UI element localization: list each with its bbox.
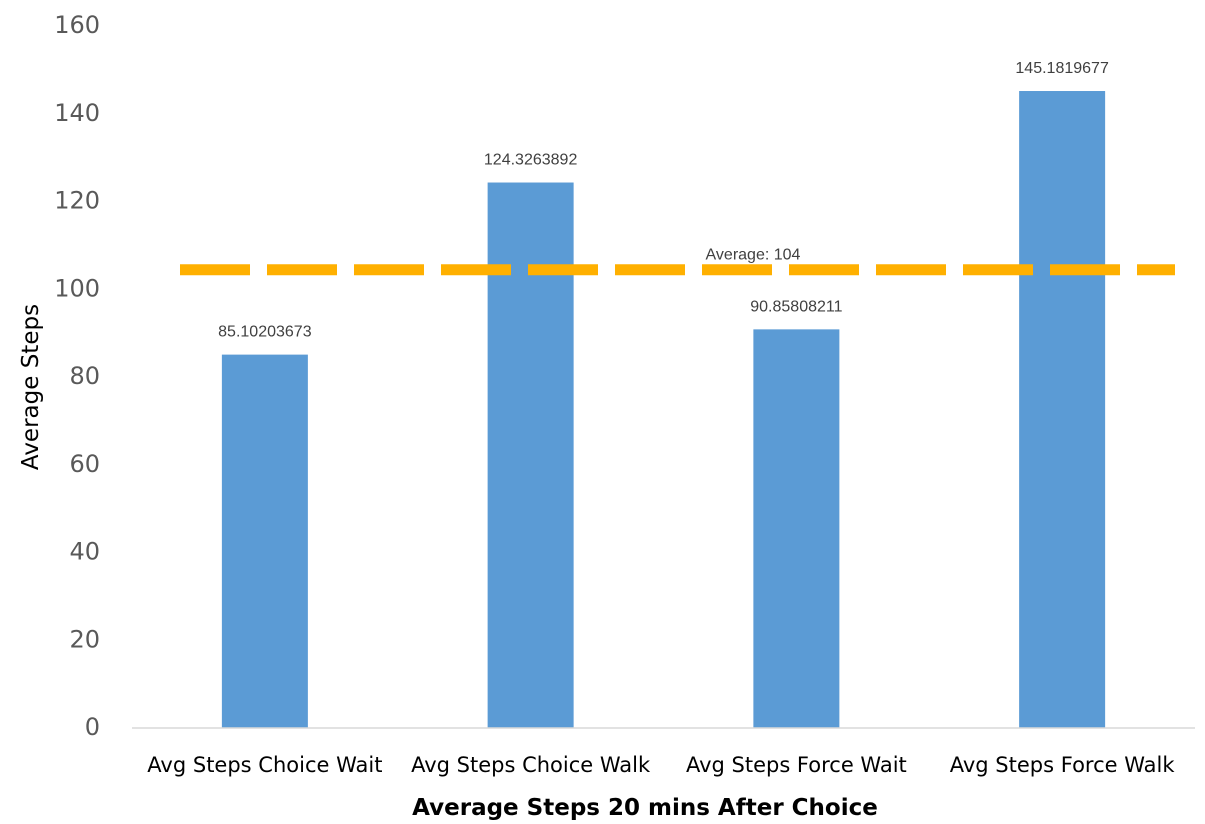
x-axis-category-labels: Avg Steps Choice Wait Avg Steps Choice Wa… xyxy=(147,753,1175,777)
y-tick-label: 140 xyxy=(54,99,100,127)
data-label: 145.1819677 xyxy=(1015,60,1109,77)
average-reference-line: Average: 104 xyxy=(180,247,1175,276)
y-tick-label: 120 xyxy=(54,187,100,215)
y-tick-label: 80 xyxy=(69,362,100,390)
data-label: 124.3263892 xyxy=(484,152,578,169)
y-tick-label: 40 xyxy=(69,538,100,566)
data-label: 85.10203673 xyxy=(218,324,312,341)
x-axis-title: Average Steps 20 mins After Choice xyxy=(412,795,878,821)
x-tick-label: Avg Steps Force Wait xyxy=(686,753,907,777)
average-line-label: Average: 104 xyxy=(706,247,801,264)
y-tick-label: 100 xyxy=(54,274,100,302)
y-tick-label: 20 xyxy=(69,625,100,653)
y-tick-label: 0 xyxy=(85,713,100,741)
data-labels: 85.10203673 124.3263892 90.85808211 145.181… xyxy=(218,60,1109,341)
data-label: 90.85808211 xyxy=(750,298,842,315)
bars xyxy=(221,91,1106,729)
y-axis-ticks: 0 20 40 60 80 100 120 140 160 xyxy=(54,11,100,741)
bar xyxy=(221,354,308,728)
x-tick-label: Avg Steps Force Walk xyxy=(950,753,1176,777)
y-tick-label: 60 xyxy=(69,450,100,478)
y-axis-title: Average Steps xyxy=(18,304,44,470)
y-tick-label: 160 xyxy=(54,11,100,39)
bar xyxy=(753,329,840,728)
x-tick-label: Avg Steps Choice Wait xyxy=(147,753,382,777)
bar xyxy=(1019,91,1106,729)
x-tick-label: Avg Steps Choice Walk xyxy=(411,753,651,777)
